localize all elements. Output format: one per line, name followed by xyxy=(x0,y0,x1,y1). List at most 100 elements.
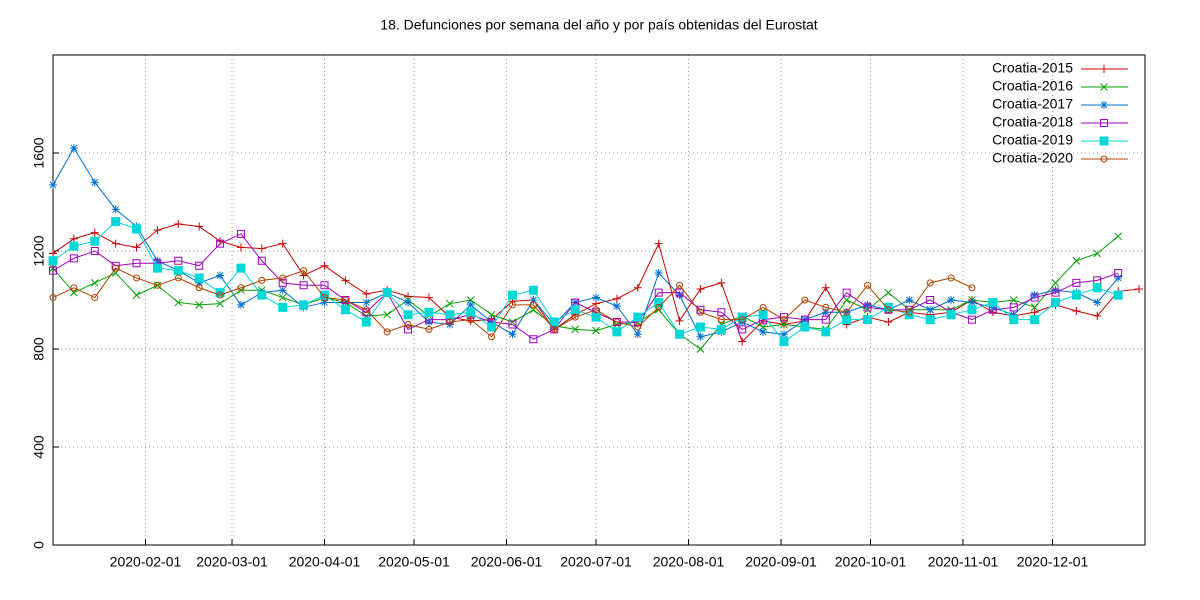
marker xyxy=(153,256,162,265)
legend-label: Croatia-2017 xyxy=(992,96,1073,112)
y-tick-label: 1600 xyxy=(31,137,47,168)
marker xyxy=(112,264,120,272)
marker xyxy=(174,298,183,307)
legend-label: Croatia-2019 xyxy=(992,132,1073,148)
marker xyxy=(654,269,663,278)
marker xyxy=(821,315,830,324)
marker xyxy=(341,276,350,285)
legend-label: Croatia-2016 xyxy=(992,78,1073,94)
marker xyxy=(1093,298,1102,307)
marker xyxy=(424,307,434,317)
marker xyxy=(613,318,621,326)
marker xyxy=(1092,283,1102,293)
marker xyxy=(1030,308,1039,317)
marker xyxy=(1135,284,1144,293)
marker xyxy=(1072,278,1081,287)
marker xyxy=(967,315,976,324)
marker xyxy=(133,274,141,282)
marker xyxy=(675,329,685,339)
marker xyxy=(695,322,705,332)
marker xyxy=(216,291,224,299)
marker xyxy=(592,293,601,302)
marker xyxy=(132,224,142,234)
x-tick-label: 2020-03-01 xyxy=(196,554,268,570)
legend-label: Croatia-2018 xyxy=(992,114,1073,130)
marker xyxy=(988,303,997,312)
marker xyxy=(592,306,600,314)
marker xyxy=(278,278,287,287)
marker xyxy=(341,296,350,304)
marker xyxy=(842,296,851,304)
marker xyxy=(1072,307,1081,316)
marker xyxy=(633,330,642,339)
marker xyxy=(696,345,705,353)
marker xyxy=(655,303,663,311)
marker xyxy=(716,324,726,334)
marker xyxy=(696,284,705,293)
marker xyxy=(69,254,78,263)
marker xyxy=(1114,269,1123,278)
x-tick-label: 2020-05-01 xyxy=(378,554,450,570)
marker xyxy=(549,317,559,327)
x-tick-label: 2020-11-01 xyxy=(928,554,999,570)
marker xyxy=(801,296,809,304)
series-line xyxy=(52,267,973,338)
marker xyxy=(1009,303,1018,312)
marker xyxy=(738,337,747,346)
marker xyxy=(779,330,788,339)
legend-label: Croatia-2020 xyxy=(992,150,1073,166)
marker xyxy=(195,284,203,292)
marker xyxy=(759,303,767,311)
marker xyxy=(738,325,747,334)
marker xyxy=(843,308,851,316)
marker xyxy=(591,312,601,322)
marker xyxy=(968,284,976,292)
marker xyxy=(633,312,643,322)
series-line xyxy=(52,235,1119,350)
marker xyxy=(633,283,642,292)
marker xyxy=(612,327,622,337)
marker xyxy=(49,264,57,273)
chart-title: 18. Defunciones por semana del año y por… xyxy=(380,17,818,33)
marker xyxy=(550,325,558,333)
marker xyxy=(70,284,78,292)
marker xyxy=(91,294,99,301)
marker xyxy=(362,308,371,317)
marker xyxy=(466,307,476,317)
marker xyxy=(404,325,413,334)
marker xyxy=(1009,296,1018,304)
x-tick-label: 2020-09-01 xyxy=(745,554,817,570)
marker xyxy=(822,303,830,311)
marker xyxy=(946,310,956,320)
series-line xyxy=(52,147,1119,338)
marker xyxy=(717,278,726,287)
marker xyxy=(404,321,412,328)
marker xyxy=(153,281,161,289)
marker xyxy=(1093,311,1102,320)
marker xyxy=(216,239,225,248)
marker xyxy=(49,249,57,258)
marker xyxy=(424,293,433,302)
marker xyxy=(947,274,955,282)
marker xyxy=(1030,303,1039,312)
x-tick-label: 2020-07-01 xyxy=(560,554,632,570)
marker xyxy=(634,323,642,331)
marker xyxy=(90,278,99,287)
legend-label: Croatia-2015 xyxy=(992,60,1073,76)
marker xyxy=(1114,273,1123,282)
marker xyxy=(299,271,308,280)
marker xyxy=(466,300,475,309)
marker xyxy=(278,239,287,248)
marker xyxy=(821,308,830,317)
marker xyxy=(362,306,370,314)
marker xyxy=(863,300,872,309)
marker xyxy=(884,288,893,297)
marker xyxy=(696,332,705,341)
marker xyxy=(48,256,58,266)
marker xyxy=(174,220,183,229)
marker xyxy=(320,298,329,307)
marker xyxy=(487,322,497,332)
marker xyxy=(153,226,162,235)
legend-marker xyxy=(1100,155,1108,163)
marker xyxy=(320,261,329,270)
